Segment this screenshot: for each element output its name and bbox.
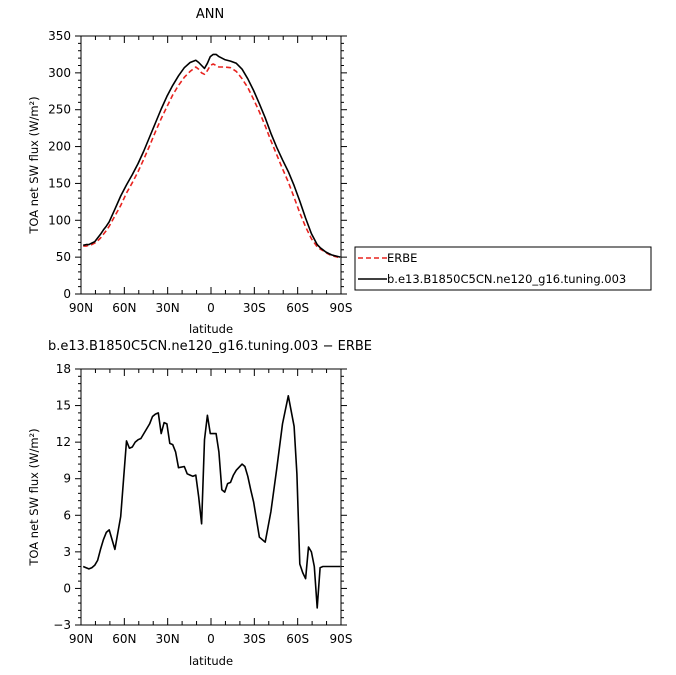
legend-label-erbe: ERBE xyxy=(387,251,417,265)
plot-frame xyxy=(80,35,342,295)
x-tick-label: 60S xyxy=(286,632,309,646)
x-tick-label: 60N xyxy=(112,301,136,315)
x-tick-label: 90N xyxy=(69,301,93,315)
y-axis-label: TOA net SW flux (W/m²) xyxy=(27,96,41,234)
legend-box xyxy=(354,246,652,291)
chart-annual-flux: ANN 90N 60N 30N 0 30S 60S 90S 0 50 100 150 200 250 30… xyxy=(27,7,352,336)
x-tick-label: 30S xyxy=(243,301,266,315)
chart-title: ANN xyxy=(196,7,224,22)
y-tick-label: 100 xyxy=(48,213,71,227)
y-tick-label: 3 xyxy=(63,545,71,559)
y-tick-label: 12 xyxy=(56,435,71,449)
x-axis-label: latitude xyxy=(189,322,233,336)
y-axis-label: TOA net SW flux (W/m²) xyxy=(27,428,41,566)
x-tick-label: 60N xyxy=(112,632,136,646)
legend-label-model: b.e13.B1850C5CN.ne120_g16.tuning.003 xyxy=(387,272,626,286)
plot-frame xyxy=(80,368,342,626)
chart-title: b.e13.B1850C5CN.ne120_g16.tuning.003 − E… xyxy=(48,339,372,354)
y-tick-label: 15 xyxy=(56,399,71,413)
y-tick-label: 0 xyxy=(63,287,71,301)
series-group xyxy=(82,394,341,609)
x-tick-label: 90N xyxy=(69,632,93,646)
x-tick-label: 30S xyxy=(243,632,266,646)
tick-group: 90N 60N 30N 0 30S 60S 90S 0 50 100 150 200 250 300 350 xyxy=(48,29,352,315)
y-tick-label: 50 xyxy=(56,250,71,264)
chart-difference: b.e13.B1850C5CN.ne120_g16.tuning.003 − E… xyxy=(27,339,372,668)
y-tick-label: 300 xyxy=(48,66,71,80)
x-tick-label: 90S xyxy=(330,632,353,646)
tick-group: 90N 60N 30N 0 30S 60S 90S −3 0 3 6 9 12 15 18 xyxy=(53,362,352,646)
x-tick-label: 90S xyxy=(330,301,353,315)
legend: ERBE b.e13.B1850C5CN.ne120_g16.tuning.00… xyxy=(354,246,652,291)
y-tick-label: 9 xyxy=(63,472,71,486)
x-tick-label: 0 xyxy=(207,632,215,646)
y-tick-label: 6 xyxy=(63,508,71,522)
x-tick-label: 30N xyxy=(156,301,180,315)
y-tick-label: 150 xyxy=(48,176,71,190)
x-tick-label: 30N xyxy=(156,632,180,646)
series-line-0 xyxy=(83,63,341,259)
x-tick-label: 0 xyxy=(207,301,215,315)
y-tick-label: 200 xyxy=(48,140,71,154)
y-tick-label: 0 xyxy=(63,581,71,595)
y-tick-label: 350 xyxy=(48,29,71,43)
y-tick-label: 18 xyxy=(56,362,71,376)
series-line-0 xyxy=(82,394,341,609)
series-line-1 xyxy=(83,53,341,258)
y-tick-label: 250 xyxy=(48,103,71,117)
y-tick-label: −3 xyxy=(53,618,71,632)
series-group xyxy=(83,53,341,259)
x-axis-label: latitude xyxy=(189,654,233,668)
x-tick-label: 60S xyxy=(286,301,309,315)
